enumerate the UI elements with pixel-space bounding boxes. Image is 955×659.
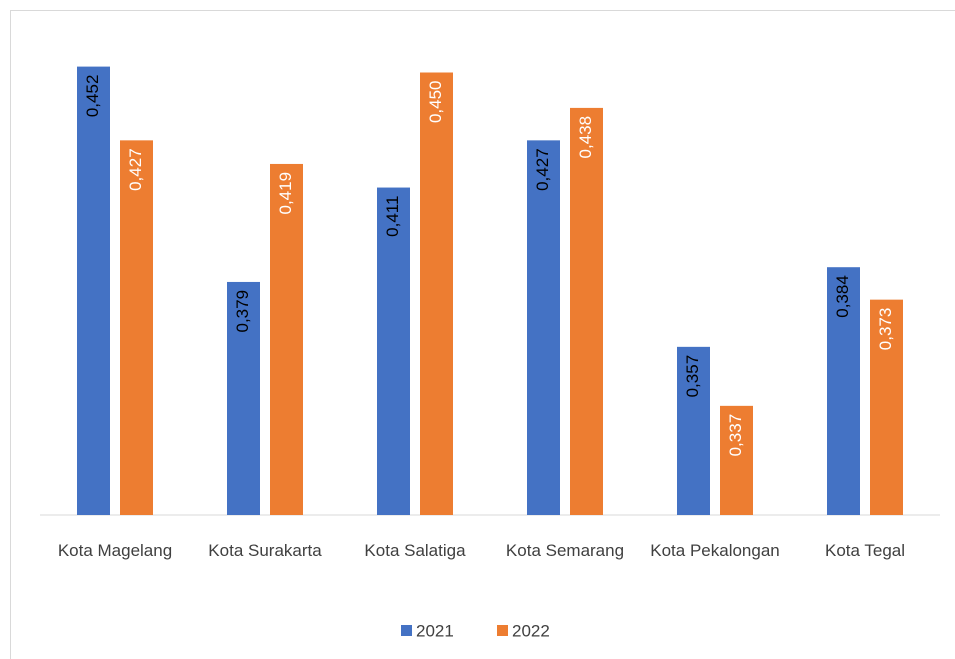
legend-label: 2021 <box>416 621 454 640</box>
bar <box>677 346 710 515</box>
data-label: 0,450 <box>426 81 445 124</box>
x-tick-label: Kota Tegal <box>824 541 906 560</box>
chart-frame <box>10 10 955 659</box>
data-label: 0,373 <box>876 308 895 351</box>
legend-swatch <box>401 625 412 636</box>
legend-swatch <box>497 625 508 636</box>
bar <box>720 405 753 515</box>
x-tick-label: Kota Semarang <box>505 541 625 560</box>
bar <box>377 187 410 516</box>
x-tick-label: Kota Surakarta <box>208 541 322 560</box>
bar <box>870 299 903 515</box>
x-tick-label: Kota Salatiga <box>364 541 466 560</box>
bar <box>270 163 303 515</box>
data-label: 0,411 <box>383 196 402 237</box>
bar <box>827 267 860 515</box>
x-tick-label: Kota Magelang <box>57 541 173 560</box>
data-label: 0,357 <box>683 355 702 398</box>
legend-label: 2022 <box>512 621 550 640</box>
data-label: 0,419 <box>276 172 295 215</box>
x-tick-label: Kota Pekalongan <box>650 541 780 560</box>
bar <box>570 107 603 516</box>
data-label: 0,427 <box>126 148 145 191</box>
data-label: 0,438 <box>576 116 595 159</box>
data-label: 0,427 <box>533 148 552 191</box>
bar <box>227 281 260 515</box>
data-label: 0,379 <box>233 290 252 333</box>
bar <box>120 140 153 515</box>
data-label: 0,384 <box>833 275 852 318</box>
bar <box>527 140 560 515</box>
data-label: 0,337 <box>726 414 745 457</box>
bar <box>77 66 110 515</box>
bar <box>420 72 453 515</box>
data-label: 0,452 <box>83 75 102 118</box>
